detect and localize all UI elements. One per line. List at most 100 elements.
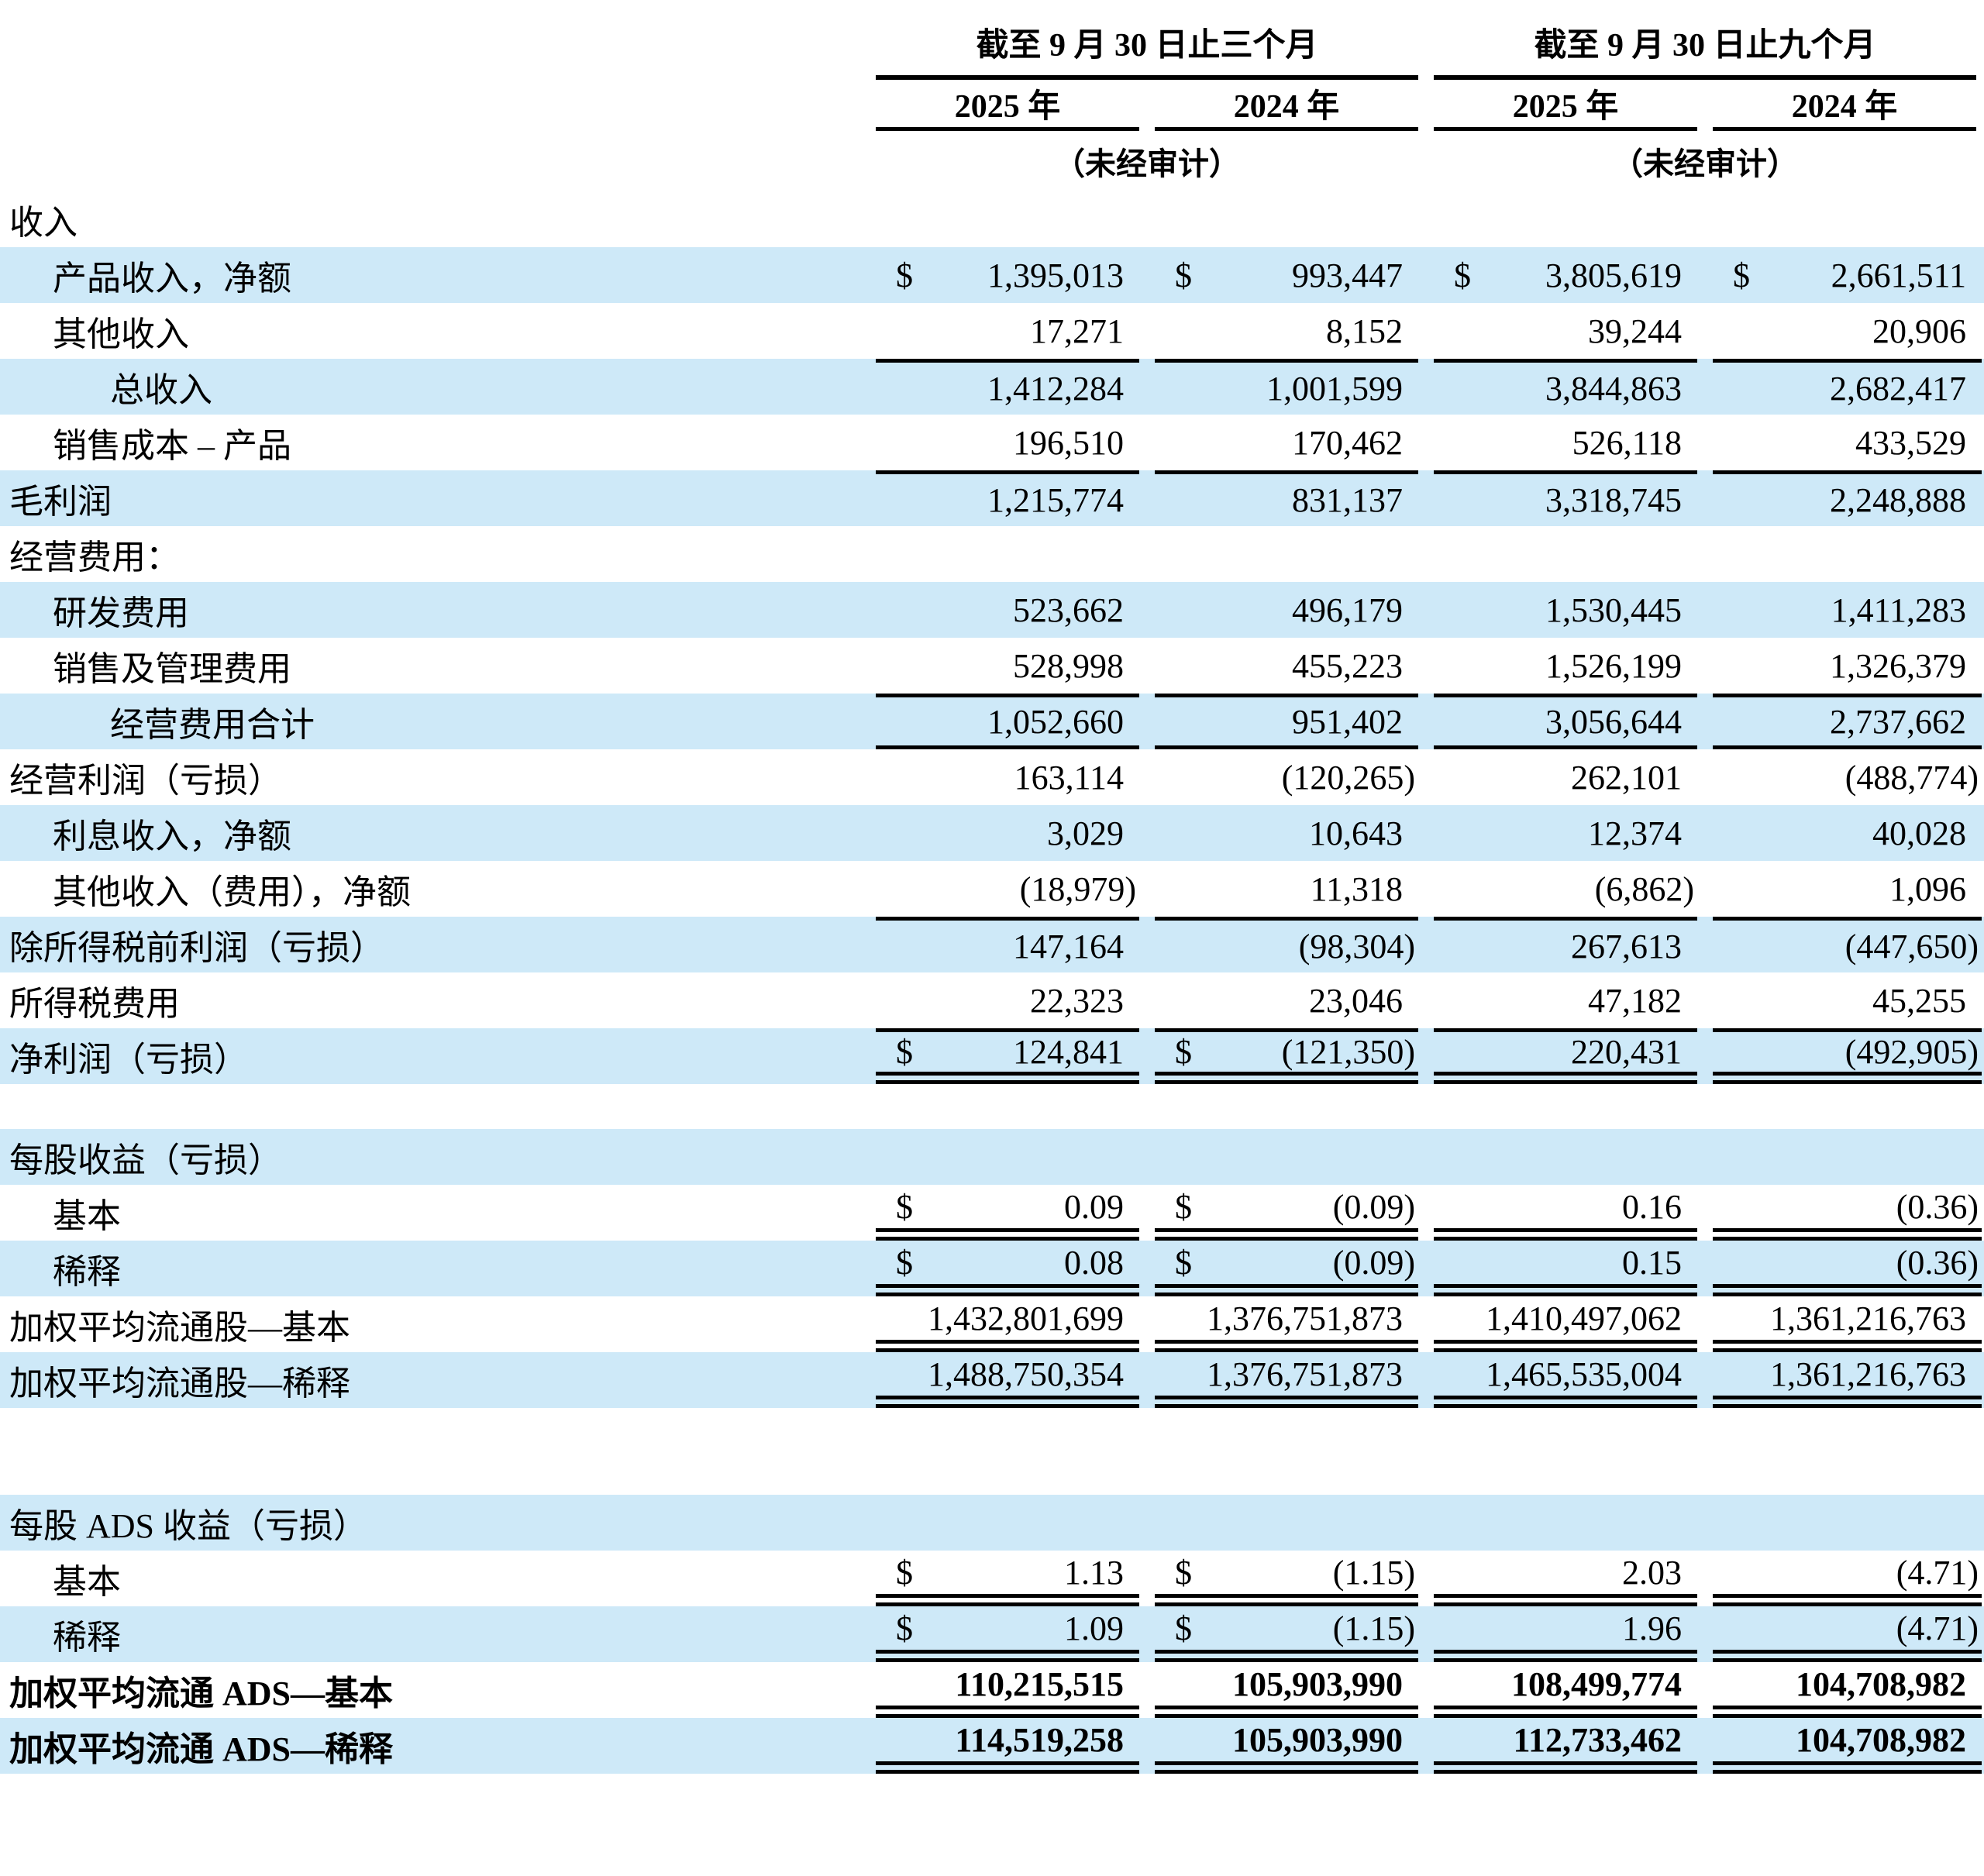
- value-cell: (0.36): [1705, 1185, 1984, 1241]
- table-row: 经营利润（亏损） 163,114 (120,265) 262,101 (488,774): [0, 749, 1984, 805]
- cell-value: 526,118: [1572, 423, 1683, 462]
- table-row: 加权平均流通 ADS—稀释 114,519,258 105,903,990 112,7…: [0, 1718, 1984, 1774]
- cell-value: (121,350): [1281, 1033, 1416, 1071]
- cell-value: 124,841: [1013, 1033, 1124, 1071]
- row-label: 加权平均流通股—基本: [9, 1309, 350, 1347]
- cell-rule-wrap: $ (121,350): [1155, 1028, 1419, 1084]
- cell-value: 1,410,497,062: [1486, 1299, 1683, 1337]
- cell-rule-wrap: 20,906: [1713, 303, 1982, 359]
- cell-rule-wrap: 47,182: [1434, 972, 1697, 1028]
- cell-value: (6,862): [1594, 869, 1695, 908]
- cell-value: (1.15): [1332, 1553, 1416, 1592]
- cell-rule-wrap: 3,056,644: [1434, 694, 1698, 749]
- value-cell: 8,152: [1147, 303, 1426, 359]
- cell-rule-wrap: $1,395,013: [876, 247, 1139, 303]
- cell-value: (18,979): [1019, 869, 1136, 908]
- cell-value: 23,046: [1309, 981, 1404, 1020]
- cell-value: 831,137: [1292, 481, 1404, 519]
- table-row: 基本 $1.13 $ (1.15) 2.03 (4.71): [0, 1551, 1984, 1606]
- cell-value: 433,529: [1855, 423, 1967, 462]
- cell-rule-wrap: $1.09: [876, 1606, 1139, 1662]
- cell-rule-wrap: $ (1.15): [1155, 1606, 1419, 1662]
- cell-value: 10,643: [1309, 814, 1404, 852]
- cell-rule-wrap: 0.16: [1434, 1185, 1698, 1241]
- value-cell: 220,431: [1426, 1028, 1705, 1084]
- cell-value: (447,650): [1844, 928, 1979, 966]
- row-label: 稀释: [53, 1619, 121, 1657]
- value-cell: 22,323: [868, 972, 1147, 1028]
- row-label: 加权平均流通 ADS—稀释: [9, 1730, 394, 1768]
- value-cell: 147,164: [868, 917, 1147, 972]
- row-label: 除所得税前利润（亏损）: [9, 929, 384, 967]
- cell-value: 104,708,982: [1796, 1664, 1967, 1703]
- cell-value: 17,271: [1030, 312, 1124, 350]
- value-cell: 12,374: [1426, 805, 1705, 861]
- value-cell: $ (0.09): [1147, 1185, 1426, 1241]
- row-label: 销售及管理费用: [53, 650, 291, 688]
- value-cell: [1426, 1495, 1705, 1551]
- row-label: 其他收入（费用），净额: [53, 873, 411, 911]
- cell-rule-wrap: 3,844,863: [1434, 359, 1698, 415]
- cell-value: 1,052,660: [987, 702, 1124, 741]
- value-cell: 262,101: [1426, 749, 1705, 805]
- value-cell: 2,682,417: [1705, 359, 1984, 415]
- cell-value: 523,662: [1013, 590, 1124, 629]
- cell-rule-wrap: 267,613: [1434, 917, 1698, 972]
- value-cell: $1.13: [868, 1551, 1147, 1606]
- table-row: 总收入 1,412,284 1,001,599 3,844,863 2,682,417: [0, 359, 1984, 415]
- currency-symbol: $: [896, 1609, 913, 1647]
- value-cell: 1,376,751,873: [1147, 1296, 1426, 1352]
- cell-rule-wrap: 105,903,990: [1155, 1662, 1419, 1718]
- value-cell: [868, 191, 1147, 247]
- cell-rule-wrap: 11,318: [1155, 861, 1418, 917]
- row-label: 所得税费用: [9, 985, 180, 1023]
- cell-value: 262,101: [1571, 758, 1683, 797]
- value-cell: (18,979): [868, 861, 1147, 917]
- table-row: 经营费用：: [0, 526, 1984, 582]
- cell-value: 1,326,379: [1830, 646, 1967, 685]
- value-cell: [1705, 1495, 1984, 1551]
- cell-value: 1,376,751,873: [1207, 1355, 1404, 1393]
- cell-rule-wrap: 23,046: [1155, 972, 1418, 1028]
- cell-rule-wrap: $ (0.09): [1155, 1185, 1419, 1241]
- cell-value: 2.03: [1622, 1553, 1683, 1592]
- year-cell: 2025 年: [1426, 80, 1705, 131]
- table-row: 加权平均流通股—基本 1,432,801,699 1,376,751,873 1,41…: [0, 1296, 1984, 1352]
- cell-rule-wrap: 220,431: [1434, 1028, 1698, 1084]
- value-cell: 170,462: [1147, 415, 1426, 470]
- table-row: 加权平均流通股—稀释 1,488,750,354 1,376,751,873 1,46…: [0, 1352, 1984, 1408]
- value-cell: $993,447: [1147, 247, 1426, 303]
- cell-value: 1.96: [1622, 1609, 1683, 1647]
- cell-rule-wrap: 0.15: [1434, 1241, 1698, 1296]
- table-row: 收入: [0, 191, 1984, 247]
- cell-rule-wrap: 104,708,982: [1713, 1662, 1982, 1718]
- cell-value: 196,510: [1013, 423, 1124, 462]
- cell-rule-wrap: 170,462: [1155, 415, 1418, 470]
- value-cell: 0.15: [1426, 1241, 1705, 1296]
- value-cell: 3,029: [868, 805, 1147, 861]
- currency-symbol: $: [1175, 1033, 1192, 1071]
- cell-rule-wrap: 1,001,599: [1155, 359, 1419, 415]
- value-cell: $2,661,511: [1705, 247, 1984, 303]
- currency-symbol: $: [896, 256, 913, 294]
- row-label: 加权平均流通股—稀释: [9, 1365, 350, 1403]
- currency-symbol: $: [1175, 1243, 1192, 1282]
- cell-value: (0.09): [1332, 1243, 1416, 1282]
- row-label: 毛利润: [9, 483, 112, 521]
- cell-rule-wrap: $3,805,619: [1434, 247, 1697, 303]
- unaudited-note-three-months: （未经审计）: [1054, 146, 1240, 181]
- table-row: 加权平均流通 ADS—基本 110,215,515 105,903,990 108,4…: [0, 1662, 1984, 1718]
- cell-rule-wrap: 1,411,283: [1713, 582, 1982, 638]
- row-label: 利息收入，净额: [53, 818, 291, 855]
- value-cell: 1,411,283: [1705, 582, 1984, 638]
- cell-value: 1,361,216,763: [1770, 1355, 1967, 1393]
- value-cell: (492,905): [1705, 1028, 1984, 1084]
- header-spacer-cell: [0, 131, 868, 191]
- cell-value: (4.71): [1896, 1609, 1979, 1647]
- cell-rule-wrap: 2,248,888: [1713, 470, 1982, 526]
- cell-value: (0.36): [1896, 1243, 1979, 1282]
- row-label: 经营利润（亏损）: [9, 762, 282, 800]
- table-row: 所得税费用 22,323 23,046 47,182 45,255: [0, 972, 1984, 1028]
- value-cell: 1,530,445: [1426, 582, 1705, 638]
- table-row: 销售成本 – 产品 196,510 170,462 526,118 433,529: [0, 415, 1984, 470]
